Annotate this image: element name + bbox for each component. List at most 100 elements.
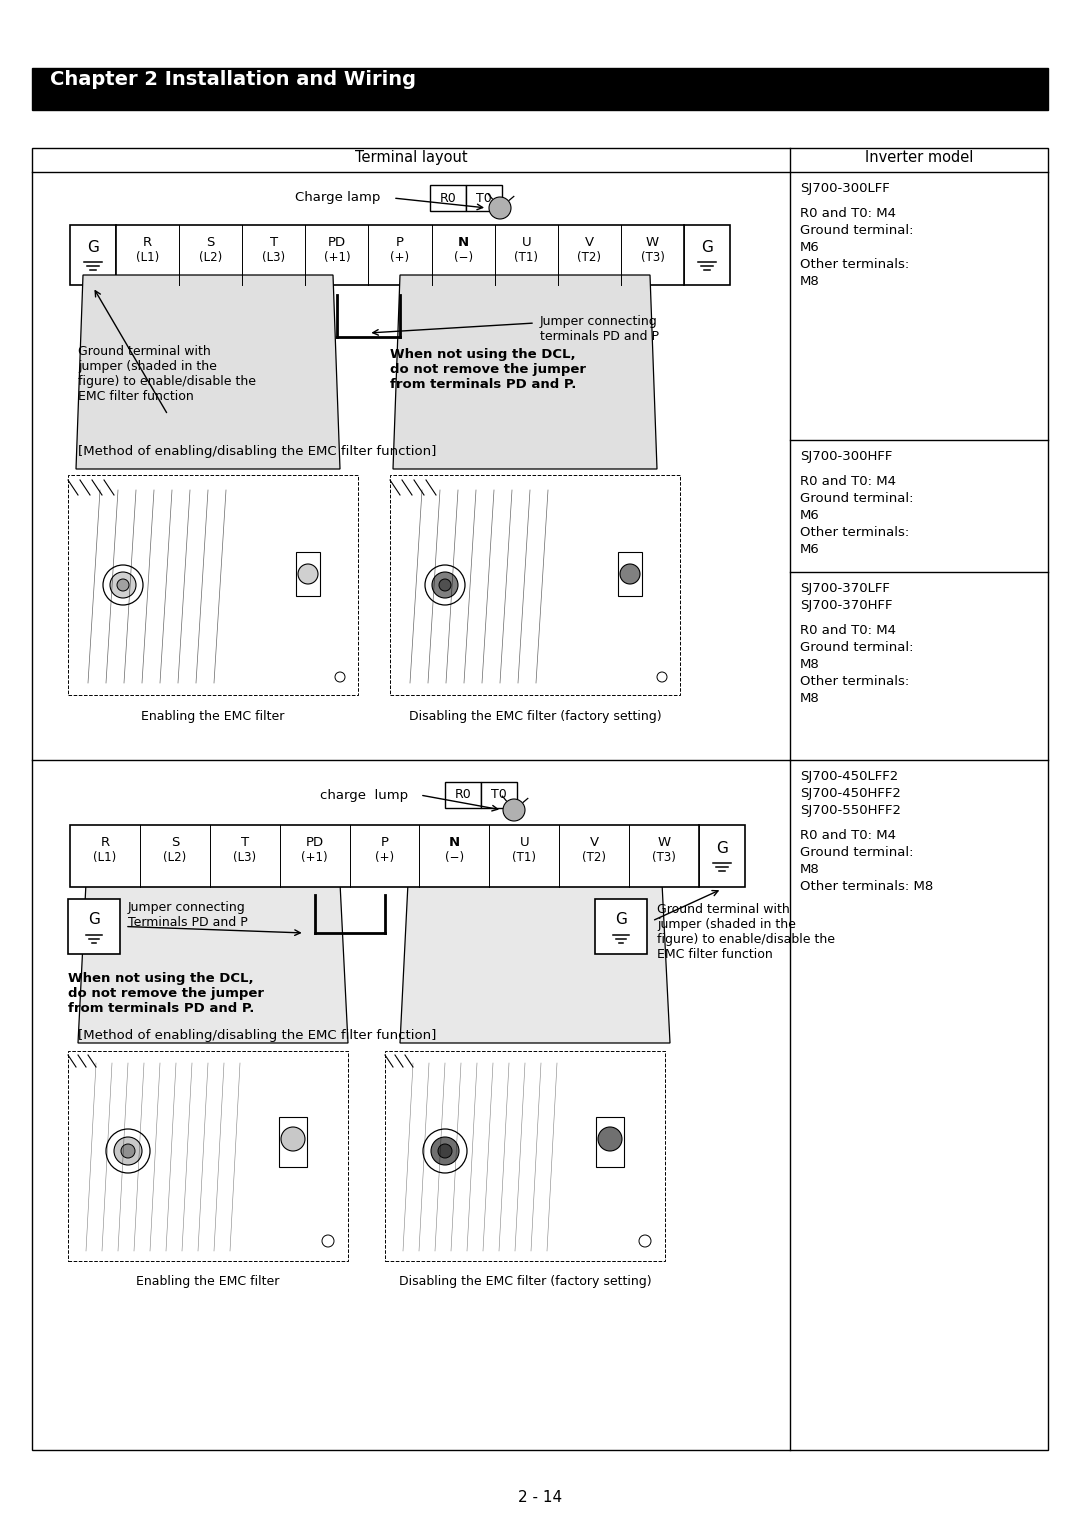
- Text: W: W: [658, 836, 671, 848]
- Bar: [68, 475, 357, 695]
- Text: N: N: [458, 235, 469, 249]
- Text: M6: M6: [800, 241, 820, 254]
- Text: R: R: [100, 836, 109, 848]
- Bar: [684, 225, 730, 286]
- Text: Ground terminal with
jumper (shaded in the
figure) to enable/disable the
EMC fil: Ground terminal with jumper (shaded in t…: [657, 903, 835, 961]
- Polygon shape: [78, 843, 348, 1044]
- Text: Inverter model: Inverter model: [865, 150, 973, 165]
- Bar: [618, 552, 642, 596]
- Bar: [70, 225, 116, 286]
- Bar: [70, 825, 699, 886]
- Text: Ground terminal with
jumper (shaded in the
figure) to enable/disable the
EMC fil: Ground terminal with jumper (shaded in t…: [78, 345, 256, 403]
- Text: SJ700-370LFF: SJ700-370LFF: [800, 582, 890, 594]
- Text: Charge lamp: Charge lamp: [295, 191, 380, 205]
- Text: R0 and T0: M4: R0 and T0: M4: [800, 623, 896, 637]
- Text: M8: M8: [800, 863, 820, 876]
- Text: V: V: [584, 235, 594, 249]
- Bar: [699, 825, 745, 886]
- Text: Disabling the EMC filter (factory setting): Disabling the EMC filter (factory settin…: [399, 1274, 651, 1288]
- Text: M8: M8: [800, 692, 820, 704]
- Text: U: U: [519, 836, 529, 848]
- Text: Ground terminal:: Ground terminal:: [800, 225, 914, 237]
- Bar: [279, 1117, 307, 1167]
- Text: (T3): (T3): [652, 851, 676, 865]
- Bar: [430, 185, 465, 211]
- Bar: [481, 782, 517, 808]
- Circle shape: [110, 571, 136, 597]
- Text: (L2): (L2): [199, 252, 222, 264]
- Circle shape: [106, 1129, 150, 1174]
- Text: [Method of enabling/disabling the EMC filter function]: [Method of enabling/disabling the EMC fi…: [78, 445, 436, 458]
- Text: (L1): (L1): [136, 252, 159, 264]
- Circle shape: [322, 1235, 334, 1247]
- Text: Other terminals:: Other terminals:: [800, 675, 909, 688]
- Text: SJ700-300LFF: SJ700-300LFF: [800, 182, 890, 196]
- Circle shape: [335, 672, 345, 681]
- Text: T0: T0: [491, 788, 507, 802]
- Text: P: P: [396, 235, 404, 249]
- Bar: [390, 475, 680, 695]
- Text: R0 and T0: M4: R0 and T0: M4: [800, 475, 896, 487]
- Bar: [595, 898, 647, 953]
- Polygon shape: [76, 275, 340, 469]
- Text: V: V: [590, 836, 598, 848]
- Text: N: N: [449, 836, 460, 848]
- Text: M6: M6: [800, 509, 820, 523]
- Text: R: R: [143, 235, 152, 249]
- Circle shape: [117, 579, 129, 591]
- Text: (+): (+): [375, 851, 394, 865]
- Text: (T2): (T2): [582, 851, 606, 865]
- Bar: [465, 185, 502, 211]
- Text: SJ700-450HFF2: SJ700-450HFF2: [800, 787, 901, 801]
- Text: Disabling the EMC filter (factory setting): Disabling the EMC filter (factory settin…: [408, 711, 661, 723]
- Text: When not using the DCL,
do not remove the jumper
from terminals PD and P.: When not using the DCL, do not remove th…: [390, 348, 586, 391]
- Circle shape: [426, 565, 465, 605]
- Circle shape: [298, 564, 318, 584]
- Text: W: W: [646, 235, 659, 249]
- Text: Ground terminal:: Ground terminal:: [800, 642, 914, 654]
- Text: (−): (−): [454, 252, 473, 264]
- Text: Terminal layout: Terminal layout: [354, 150, 468, 165]
- Text: charge  lump: charge lump: [320, 788, 408, 802]
- Text: When not using the DCL,
do not remove the jumper
from terminals PD and P.: When not using the DCL, do not remove th…: [68, 972, 264, 1015]
- Circle shape: [503, 799, 525, 821]
- Bar: [384, 1051, 665, 1261]
- Circle shape: [432, 571, 458, 597]
- Text: (L1): (L1): [93, 851, 117, 865]
- Text: G: G: [616, 912, 626, 927]
- Text: P: P: [380, 836, 389, 848]
- Text: (T1): (T1): [512, 851, 537, 865]
- Text: (L2): (L2): [163, 851, 187, 865]
- Text: M8: M8: [800, 275, 820, 287]
- Text: PD: PD: [328, 235, 346, 249]
- Bar: [296, 552, 320, 596]
- Text: (T2): (T2): [578, 252, 602, 264]
- Text: G: G: [716, 840, 728, 856]
- Text: (+1): (+1): [301, 851, 328, 865]
- Text: (T1): (T1): [514, 252, 538, 264]
- Text: G: G: [87, 240, 99, 255]
- Circle shape: [438, 579, 451, 591]
- Bar: [32, 69, 1048, 110]
- Text: R0 and T0: M4: R0 and T0: M4: [800, 206, 896, 220]
- Text: R0: R0: [440, 191, 457, 205]
- Text: Jumper connecting
terminals PD and P: Jumper connecting terminals PD and P: [540, 315, 659, 342]
- Text: M6: M6: [800, 542, 820, 556]
- Circle shape: [620, 564, 640, 584]
- Text: PD: PD: [306, 836, 324, 848]
- Text: (L3): (L3): [262, 252, 285, 264]
- Bar: [445, 782, 481, 808]
- Text: (T3): (T3): [640, 252, 664, 264]
- Circle shape: [598, 1128, 622, 1151]
- Text: SJ700-550HFF2: SJ700-550HFF2: [800, 804, 901, 817]
- Text: R0: R0: [455, 788, 471, 802]
- Text: G: G: [701, 240, 713, 255]
- Bar: [32, 148, 1048, 1450]
- Text: (+): (+): [391, 252, 409, 264]
- Text: SJ700-370HFF: SJ700-370HFF: [800, 599, 892, 613]
- Text: Other terminals:: Other terminals:: [800, 258, 909, 270]
- Text: SJ700-450LFF2: SJ700-450LFF2: [800, 770, 899, 782]
- Circle shape: [657, 672, 667, 681]
- Text: Ground terminal:: Ground terminal:: [800, 492, 914, 504]
- Polygon shape: [393, 275, 657, 469]
